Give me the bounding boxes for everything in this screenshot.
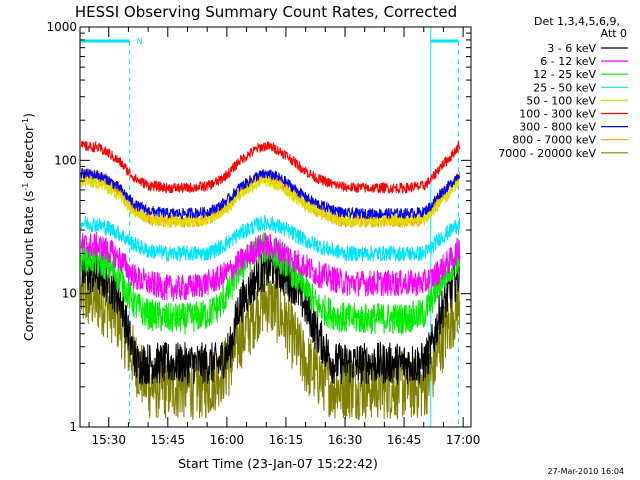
legend-label-1: 6 - 12 keV — [540, 55, 596, 68]
series-line-0 — [80, 246, 461, 386]
night-label-0: N — [137, 37, 143, 46]
legend-label-3: 25 - 50 keV — [533, 81, 596, 94]
series-line-4 — [80, 174, 461, 228]
series-line-2 — [80, 232, 461, 335]
series-line-6 — [80, 167, 461, 220]
x-tick-label: 16:00 — [210, 433, 245, 447]
series-line-3 — [80, 214, 461, 263]
plot-frame — [79, 26, 472, 428]
series-line-1 — [80, 231, 461, 302]
axis-ticks — [80, 27, 471, 428]
legend-label-6: 300 - 800 keV — [519, 121, 596, 134]
series-line-5 — [80, 140, 461, 194]
x-tick-label: 15:45 — [151, 433, 186, 447]
legend-label-7: 800 - 7000 keV — [512, 134, 596, 147]
y-tick-label: 1 — [69, 420, 77, 434]
legend-label-4: 50 - 100 keV — [526, 94, 596, 107]
y-tick-label: 10 — [62, 287, 77, 301]
y-axis-label-sup1: -1 — [21, 183, 30, 191]
chart-title: HESSI Observing Summary Count Rates, Cor… — [75, 3, 457, 21]
axis-tick-labels: 1 10 100 1000 15:30 15:45 16:00 16:15 16:30 16:45… — [46, 20, 480, 447]
x-axis-label: Start Time (23-Jan-07 15:22:42) — [178, 456, 378, 471]
night-markers: N — [80, 27, 459, 427]
legend-header-line-1: Det 1,3,4,5,6,9, — [534, 15, 620, 28]
x-tick-label: 16:15 — [269, 433, 304, 447]
y-tick-label: 1000 — [46, 20, 77, 34]
x-tick-label: 16:30 — [328, 433, 363, 447]
y-axis-label-mid: detector — [21, 125, 36, 183]
y-axis-label: Corrected Count Rate (s-1 detector-1) — [21, 113, 36, 341]
x-tick-label: 17:00 — [446, 433, 481, 447]
legend-label-2: 12 - 25 keV — [533, 68, 596, 81]
legend-label-5: 100 - 300 keV — [519, 108, 596, 121]
y-tick-label: 100 — [54, 153, 77, 167]
series-lines — [80, 140, 461, 421]
legend-header-line-2: Att 0 — [601, 27, 627, 40]
x-tick-label: 16:45 — [387, 433, 422, 447]
legend-label-0: 3 - 6 keV — [547, 42, 596, 55]
y-axis-label-end: ) — [21, 113, 36, 118]
x-tick-label: 15:30 — [91, 433, 126, 447]
timestamp: 27-Mar-2010 16:04 — [548, 467, 625, 476]
y-axis-label-sup2: -1 — [21, 118, 30, 126]
legend-label-8: 7000 - 20000 keV — [498, 147, 596, 160]
y-axis-label-main: Corrected Count Rate (s — [21, 191, 36, 341]
